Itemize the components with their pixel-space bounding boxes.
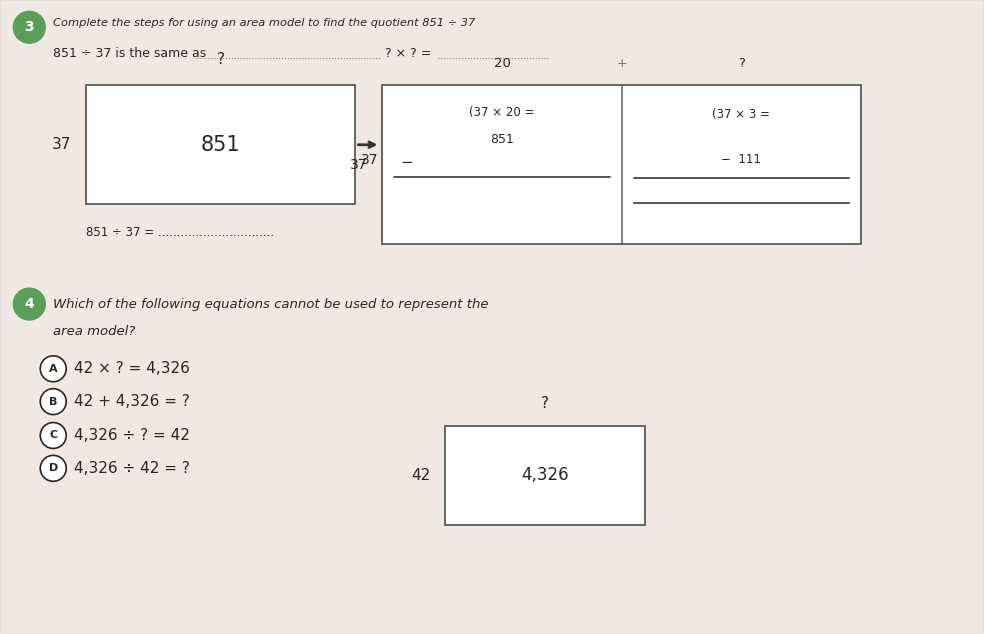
Text: 4,326 ÷ ? = 42: 4,326 ÷ ? = 42 bbox=[74, 428, 190, 443]
Text: 37: 37 bbox=[52, 137, 71, 152]
Text: C: C bbox=[49, 430, 57, 441]
Circle shape bbox=[40, 356, 66, 382]
Text: 37: 37 bbox=[350, 158, 367, 172]
Bar bbox=[383, 85, 861, 244]
Text: 851: 851 bbox=[490, 133, 514, 146]
Text: −  111: − 111 bbox=[721, 153, 762, 166]
Text: 42: 42 bbox=[411, 468, 430, 483]
Text: 851 ÷ 37 = ...............................: 851 ÷ 37 = .............................… bbox=[87, 226, 275, 239]
Text: ? × ? =: ? × ? = bbox=[386, 47, 432, 60]
Text: 4,326: 4,326 bbox=[522, 466, 569, 484]
Text: 42 × ? = 4,326: 42 × ? = 4,326 bbox=[74, 361, 190, 376]
Text: ?: ? bbox=[738, 57, 745, 70]
Text: Complete the steps for using an area model to find the quotient 851 ÷ 37: Complete the steps for using an area mod… bbox=[53, 18, 475, 29]
Text: 20: 20 bbox=[494, 57, 511, 70]
Text: 3: 3 bbox=[25, 20, 34, 34]
Circle shape bbox=[40, 389, 66, 415]
Text: 4: 4 bbox=[25, 297, 34, 311]
Text: 851 ÷ 37 is the same as: 851 ÷ 37 is the same as bbox=[53, 47, 207, 60]
Bar bbox=[445, 425, 645, 525]
Text: (37 × 3 =: (37 × 3 = bbox=[712, 108, 770, 121]
Text: 851: 851 bbox=[201, 135, 240, 155]
Text: B: B bbox=[49, 397, 57, 406]
Circle shape bbox=[14, 11, 45, 43]
Text: 42 + 4,326 = ?: 42 + 4,326 = ? bbox=[74, 394, 190, 409]
Text: area model?: area model? bbox=[53, 325, 136, 339]
Circle shape bbox=[40, 422, 66, 448]
Text: +: + bbox=[616, 57, 627, 70]
Bar bbox=[87, 85, 355, 205]
Circle shape bbox=[14, 288, 45, 320]
Text: ?: ? bbox=[216, 52, 224, 67]
Text: (37 × 20 =: (37 × 20 = bbox=[469, 107, 534, 119]
Text: −: − bbox=[400, 155, 413, 170]
Circle shape bbox=[40, 455, 66, 481]
Text: D: D bbox=[48, 463, 58, 474]
Text: Which of the following equations cannot be used to represent the: Which of the following equations cannot … bbox=[53, 297, 489, 311]
Text: A: A bbox=[49, 364, 57, 374]
Text: 37: 37 bbox=[361, 153, 378, 167]
Text: ?: ? bbox=[541, 396, 549, 411]
Text: 4,326 ÷ 42 = ?: 4,326 ÷ 42 = ? bbox=[74, 461, 190, 476]
